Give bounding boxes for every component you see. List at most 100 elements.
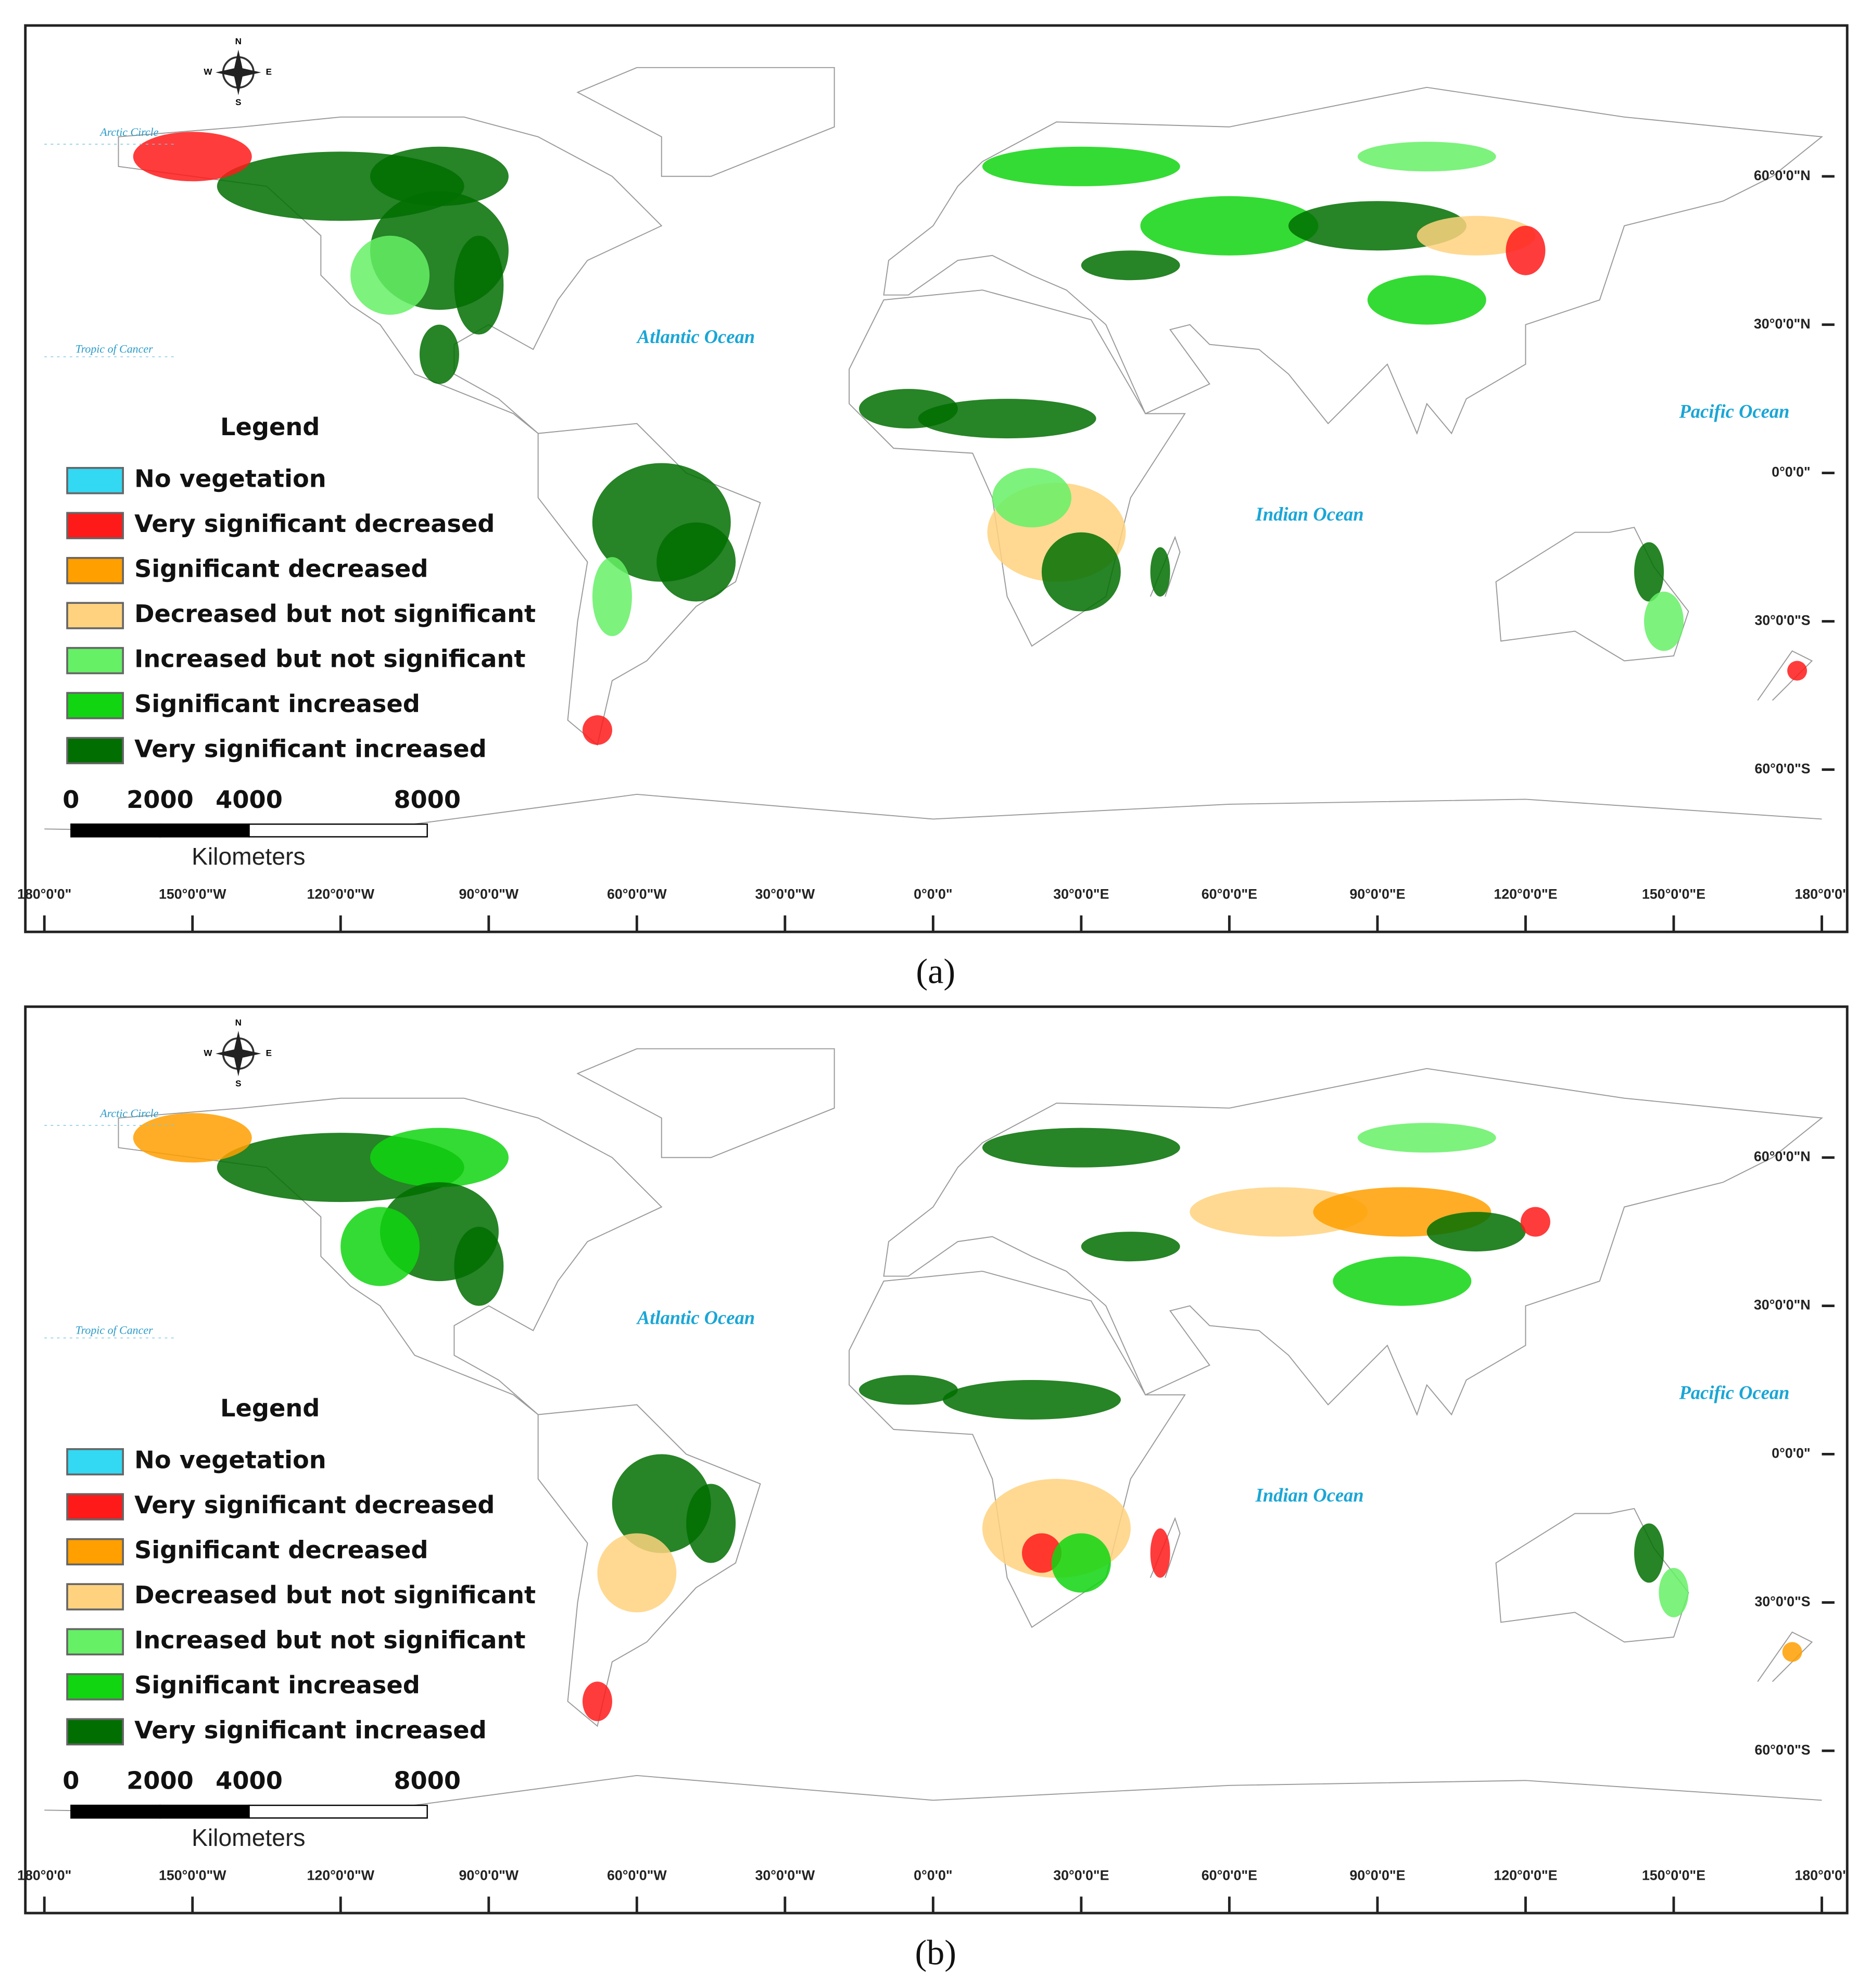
legend-label: Significant increased (134, 1671, 420, 1699)
scale-unit: Kilometers (192, 1824, 305, 1851)
vegetation-patch (1634, 1523, 1664, 1583)
lon-label: 180°0'0" (17, 887, 71, 902)
lon-label: 60°0'0"W (607, 1868, 667, 1883)
scale-label: 8000 (394, 786, 461, 814)
coastline (1757, 1631, 1813, 1682)
scale-label: 2000 (127, 1767, 194, 1795)
lon-label: 90°0'0"W (459, 887, 519, 902)
coastline (576, 67, 835, 177)
map-panel: 60°0'0"N 30°0'0"N 0°0'0" 30°0'0"S 60°0'0"S 18… (17, 1005, 1849, 1972)
vegetation-patch (1417, 216, 1536, 256)
lon-label: 60°0'0"W (607, 887, 667, 902)
vegetation-patch (992, 468, 1072, 528)
legend-swatch (66, 737, 124, 765)
circle-label: Tropic of Cancer (75, 342, 153, 355)
vegetation-patch (1357, 1123, 1496, 1153)
legend-label: Very significant increased (134, 735, 487, 763)
lon-label: 120°0'0"W (307, 887, 375, 902)
lon-label: 120°0'0"E (1494, 1868, 1557, 1883)
vegetation-patch (656, 522, 736, 602)
legend-swatch (66, 1448, 124, 1476)
legend-swatch (66, 1673, 124, 1701)
legend-label: Very significant decreased (134, 510, 495, 538)
compass-letter: W (204, 1048, 212, 1058)
circle-label: Tropic of Cancer (75, 1323, 153, 1336)
ocean-label: Pacific Ocean (1678, 1382, 1789, 1403)
lon-label: 120°0'0"E (1494, 887, 1557, 902)
vegetation-patch (350, 235, 430, 315)
compass-letter: S (235, 1079, 241, 1088)
legend-label: Increased but not significant (134, 645, 525, 673)
lon-label: 150°0'0"W (159, 1868, 226, 1883)
lon-label: 150°0'0"W (159, 887, 226, 902)
vegetation-patch (943, 1380, 1121, 1420)
vegetation-patch (133, 132, 252, 182)
lon-label: 90°0'0"E (1349, 887, 1405, 902)
legend-label: Significant increased (134, 690, 420, 718)
vegetation-patch (982, 146, 1180, 186)
compass-letter: N (235, 1018, 242, 1028)
vegetation-patch (370, 1128, 509, 1187)
legend-label: No vegetation (134, 1446, 326, 1474)
lon-label: 150°0'0"E (1642, 887, 1705, 902)
vegetation-patch (686, 1484, 736, 1563)
lon-label: 30°0'0"E (1053, 1868, 1109, 1883)
scale-label: 4000 (216, 1767, 283, 1795)
lon-label: 150°0'0"E (1642, 1868, 1705, 1883)
scale-label: 8000 (394, 1767, 461, 1795)
map-panel: 60°0'0"N 30°0'0"N 0°0'0" 30°0'0"S 60°0'0"S 18… (17, 24, 1849, 991)
caption: (a) (916, 952, 955, 991)
vegetation-patch (982, 1128, 1180, 1168)
circle-label: Arctic Circle (99, 125, 158, 138)
legend-label: Significant decreased (134, 555, 428, 583)
lat-label: 60°0'0"N (1754, 168, 1811, 183)
ocean-label: Pacific Ocean (1678, 401, 1789, 422)
vegetation-patch (1659, 1567, 1689, 1617)
compass-letter: S (235, 97, 241, 107)
legend-swatch (66, 1628, 124, 1656)
ocean-label: Indian Ocean (1255, 503, 1364, 525)
compass-star (215, 49, 261, 95)
lon-label: 90°0'0"E (1349, 1868, 1405, 1883)
scale-segment (248, 823, 428, 838)
coastline (118, 116, 663, 434)
vegetation-patch (858, 1375, 958, 1405)
vegetation-patch (1782, 1642, 1802, 1662)
legend-swatch (66, 512, 124, 539)
legend-swatch (66, 556, 124, 585)
vegetation-patch (1634, 542, 1664, 602)
scale-segment (248, 1804, 428, 1819)
vegetation-patch (1051, 1533, 1111, 1593)
vegetation-patch (1190, 1187, 1368, 1237)
scale-label: 0 (62, 1767, 79, 1795)
circle-label: Arctic Circle (99, 1107, 158, 1120)
legend-swatch (66, 692, 124, 719)
scale-unit: Kilometers (192, 843, 305, 870)
lon-label: 30°0'0"W (755, 1868, 815, 1883)
compass-letter: N (235, 36, 242, 46)
ocean-label: Indian Ocean (1255, 1485, 1364, 1506)
legend-label: Decreased but not significant (134, 600, 536, 628)
vegetation-patch (582, 1681, 612, 1721)
coastline (118, 1097, 663, 1415)
compass-letter: W (204, 67, 212, 77)
legend-label: Very significant increased (134, 1716, 487, 1744)
legend-swatch (66, 1493, 124, 1521)
lon-label: 60°0'0"E (1202, 1868, 1257, 1883)
lon-label: 30°0'0"W (755, 887, 815, 902)
lat-label: 0°0'0" (1772, 1446, 1810, 1461)
legend-swatch (66, 1718, 124, 1745)
compass-letter: E (266, 1048, 272, 1058)
lon-label: 30°0'0"E (1053, 887, 1109, 902)
vegetation-patch (1081, 1232, 1180, 1262)
vegetation-patch (1150, 547, 1170, 597)
vegetation-patch (454, 1226, 504, 1306)
vegetation-patch (592, 557, 632, 637)
vegetation-patch (612, 1454, 711, 1553)
legend-title: Legend (220, 413, 320, 441)
lon-label: 180°0'0" (1795, 1868, 1849, 1883)
lat-label: 60°0'0"S (1754, 761, 1810, 777)
scale-segment (159, 823, 250, 838)
compass-letter: E (266, 67, 272, 77)
legend-label: No vegetation (134, 465, 326, 493)
